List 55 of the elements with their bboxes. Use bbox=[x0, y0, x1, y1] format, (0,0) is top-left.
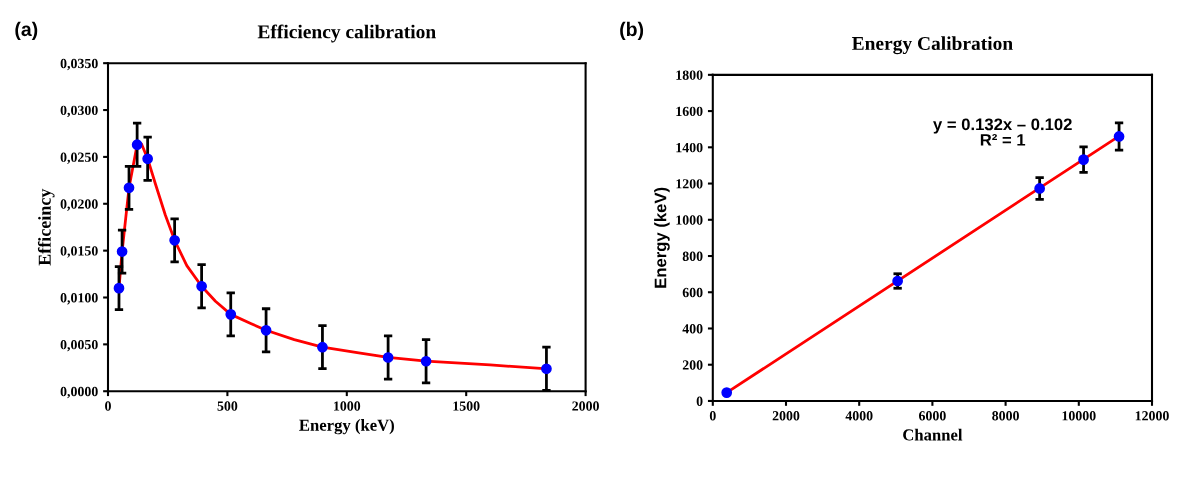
x-axis-title: Energy (keV) bbox=[299, 419, 394, 435]
y-tick-label: 400 bbox=[682, 324, 703, 334]
point bbox=[1113, 131, 1125, 142]
x-tick-label: 12000 bbox=[1135, 411, 1169, 421]
annotation: y = 0.132x – 0.102 R² = 1 bbox=[933, 118, 1072, 146]
y-tick-label: 200 bbox=[682, 360, 703, 370]
x-tick-label: 4000 bbox=[845, 411, 873, 421]
point bbox=[123, 182, 135, 194]
y-axis-title: Efficeincy bbox=[37, 188, 55, 266]
x-tick-label: 8000 bbox=[992, 411, 1019, 421]
x-tick-label: 10000 bbox=[1062, 411, 1096, 421]
x-tick-label: 0 bbox=[105, 401, 111, 411]
y-tick-label: 0,0250 bbox=[60, 152, 98, 164]
x-tick-label: 2000 bbox=[572, 401, 599, 411]
y-tick-label: 1400 bbox=[676, 142, 703, 153]
point bbox=[169, 234, 180, 246]
point bbox=[142, 153, 153, 165]
x-tick-label: 1500 bbox=[453, 401, 480, 411]
point bbox=[1078, 154, 1089, 165]
y-tick-label: 0,0300 bbox=[60, 105, 98, 118]
y-tick-label: 1800 bbox=[676, 70, 703, 80]
y-tick-label: 1200 bbox=[676, 179, 703, 189]
point bbox=[721, 387, 733, 398]
point bbox=[196, 280, 207, 292]
point bbox=[116, 246, 128, 257]
point bbox=[317, 341, 328, 353]
chart-title: Efficiency calibration bbox=[257, 24, 436, 43]
y-tick-label: 1600 bbox=[676, 106, 703, 117]
point bbox=[113, 282, 125, 294]
point bbox=[382, 352, 394, 363]
point bbox=[1034, 183, 1045, 194]
y-tick-label: 0,0000 bbox=[60, 386, 98, 399]
y-tick-label: 0,0150 bbox=[60, 246, 98, 258]
text: (a) bbox=[15, 21, 38, 40]
y-tick-label: 800 bbox=[682, 251, 703, 261]
y-tick-label: 0,0100 bbox=[60, 293, 98, 305]
x-axis-title: Channel bbox=[903, 428, 963, 441]
x-tick-label: 2000 bbox=[772, 411, 800, 421]
y-tick-label: 0,0350 bbox=[60, 58, 98, 71]
x-tick-label: 6000 bbox=[918, 411, 946, 421]
chart-title: Energy Calibration bbox=[851, 36, 1013, 55]
x-tick-label: 500 bbox=[217, 401, 238, 411]
y-tick-label: 1000 bbox=[676, 215, 703, 225]
point bbox=[131, 139, 143, 151]
x-tick-label: 0 bbox=[709, 411, 716, 421]
point bbox=[260, 324, 272, 336]
y-axis-title: Energy (keV) bbox=[654, 187, 670, 288]
y-tick-label: 0,0050 bbox=[60, 339, 98, 352]
point bbox=[225, 309, 237, 320]
text: (b) bbox=[620, 21, 644, 40]
y-tick-label: 600 bbox=[682, 287, 703, 298]
point bbox=[541, 363, 552, 375]
x-tick-label: 1000 bbox=[334, 401, 361, 411]
point bbox=[420, 355, 432, 367]
y-tick-label: 0,0200 bbox=[60, 199, 98, 211]
